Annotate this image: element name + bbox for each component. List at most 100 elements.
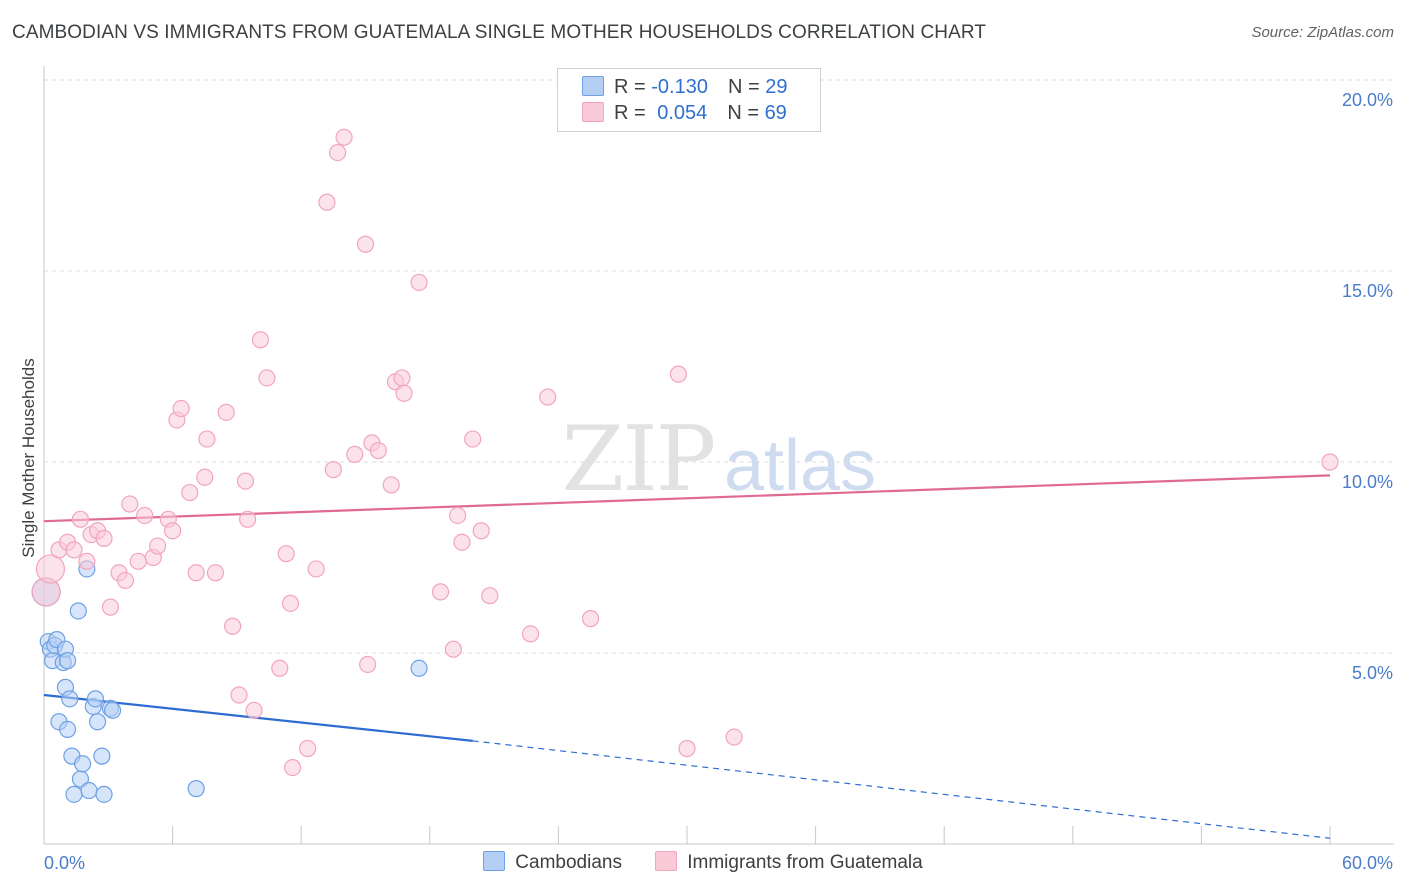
point-cambodians	[58, 720, 77, 739]
point-guatemala	[359, 655, 377, 674]
point-guatemala	[356, 235, 375, 253]
data-points	[31, 128, 1339, 803]
legend-item-guatemala[interactable]: Immigrants from Guatemala	[655, 851, 923, 874]
point-guatemala	[449, 506, 467, 525]
y-tick-label: 5.0%	[1352, 663, 1393, 683]
trend-lines	[43, 474, 1331, 839]
point-guatemala	[299, 739, 317, 758]
point-cambodians	[93, 747, 111, 765]
point-cambodians	[95, 785, 113, 803]
correlation-legend: R = -0.130 N = 29 R = 0.054 N = 69	[557, 68, 821, 132]
trend-line-cambodians-extension	[472, 740, 1331, 839]
legend-n-value: 69	[764, 102, 787, 124]
point-guatemala	[245, 701, 263, 719]
point-guatemala	[196, 468, 214, 486]
point-guatemala	[393, 369, 411, 387]
tick-labels: 5.0% 10.0% 15.0% 20.0% 0.0% 60.0%	[44, 90, 1393, 873]
point-cambodians	[65, 785, 83, 803]
point-guatemala	[78, 552, 96, 570]
point-guatemala	[725, 728, 743, 746]
axes	[43, 66, 1394, 845]
y-axis-title: Single Mother Households	[19, 358, 38, 557]
legend-row-guatemala: R = 0.054 N = 69	[582, 102, 787, 128]
point-guatemala	[382, 476, 400, 494]
legend-label-guatemala: Immigrants from Guatemala	[687, 852, 923, 873]
series-legend: Cambodians Immigrants from Guatemala	[0, 851, 1406, 874]
point-guatemala	[164, 522, 182, 540]
legend-item-cambodians[interactable]: Cambodians	[483, 851, 622, 874]
point-guatemala	[318, 193, 336, 211]
point-guatemala	[1321, 453, 1339, 471]
point-guatemala	[224, 617, 242, 635]
point-guatemala	[71, 510, 90, 528]
source-label: Source: ZipAtlas.com	[1251, 24, 1394, 41]
point-guatemala	[346, 445, 364, 463]
point-guatemala	[410, 273, 428, 292]
point-guatemala	[395, 384, 413, 402]
trend-line-guatemala	[43, 474, 1331, 523]
legend-n-label: N =	[727, 76, 766, 98]
point-guatemala	[277, 545, 295, 563]
point-guatemala	[581, 610, 600, 628]
point-guatemala	[65, 541, 83, 559]
legend-n-label: N =	[727, 102, 765, 124]
point-guatemala	[172, 399, 190, 418]
point-guatemala	[369, 441, 387, 460]
point-guatemala	[521, 625, 540, 643]
x-tick-label-max: 60.0%	[1342, 853, 1393, 873]
point-cambodians	[58, 652, 77, 670]
point-guatemala	[678, 739, 696, 758]
point-guatemala	[258, 369, 276, 387]
point-cambodians	[73, 755, 92, 773]
point-guatemala	[187, 564, 205, 582]
legend-label-cambodians: Cambodians	[515, 852, 622, 873]
point-cambodians	[103, 701, 122, 719]
point-cambodians	[86, 690, 105, 708]
point-guatemala	[239, 510, 257, 528]
point-guatemala	[431, 583, 450, 601]
watermark: ZIP atlas	[562, 407, 876, 512]
point-guatemala	[464, 430, 482, 448]
point-guatemala	[129, 552, 147, 570]
point-cambodians	[61, 690, 79, 708]
point-guatemala	[669, 365, 688, 383]
point-guatemala	[230, 686, 248, 704]
point-cambodians	[80, 781, 98, 800]
watermark-zip: ZIP	[562, 407, 715, 512]
legend-n-value: 29	[765, 76, 788, 98]
legend-row-cambodians: R = -0.130 N = 29	[582, 76, 787, 102]
legend-r-value: -0.130	[651, 76, 708, 98]
point-guatemala	[453, 533, 471, 551]
point-guatemala	[217, 403, 235, 421]
point-guatemala	[101, 598, 120, 616]
point-guatemala	[198, 430, 216, 448]
y-tick-label: 10.0%	[1342, 472, 1393, 492]
legend-swatch-cambodians	[582, 76, 604, 96]
point-guatemala	[281, 594, 300, 612]
point-guatemala	[284, 758, 302, 777]
point-cambodians	[410, 659, 428, 677]
chart-title: CAMBODIAN VS IMMIGRANTS FROM GUATEMALA S…	[12, 22, 987, 43]
legend-r-value: 0.054	[657, 102, 708, 124]
point-guatemala	[324, 461, 342, 479]
legend-r-label: R =	[614, 102, 652, 124]
legend-r-label: R =	[614, 76, 652, 98]
point-cambodians	[69, 602, 87, 620]
point-cambodians	[88, 713, 107, 731]
legend-swatch-guatemala	[655, 851, 678, 871]
point-guatemala	[472, 522, 490, 540]
point-guatemala	[116, 571, 135, 590]
point-guatemala	[444, 640, 462, 658]
point-guatemala	[481, 587, 499, 605]
point-guatemala	[251, 331, 270, 349]
point-guatemala	[236, 472, 255, 490]
point-guatemala	[95, 529, 113, 548]
point-guatemala	[539, 388, 557, 406]
y-tick-label: 15.0%	[1342, 281, 1393, 301]
point-cambodians	[187, 780, 205, 798]
x-tick-label-min: 0.0%	[44, 853, 85, 873]
legend-swatch-cambodians	[483, 851, 506, 871]
point-guatemala	[329, 143, 347, 162]
point-guatemala	[181, 483, 199, 502]
